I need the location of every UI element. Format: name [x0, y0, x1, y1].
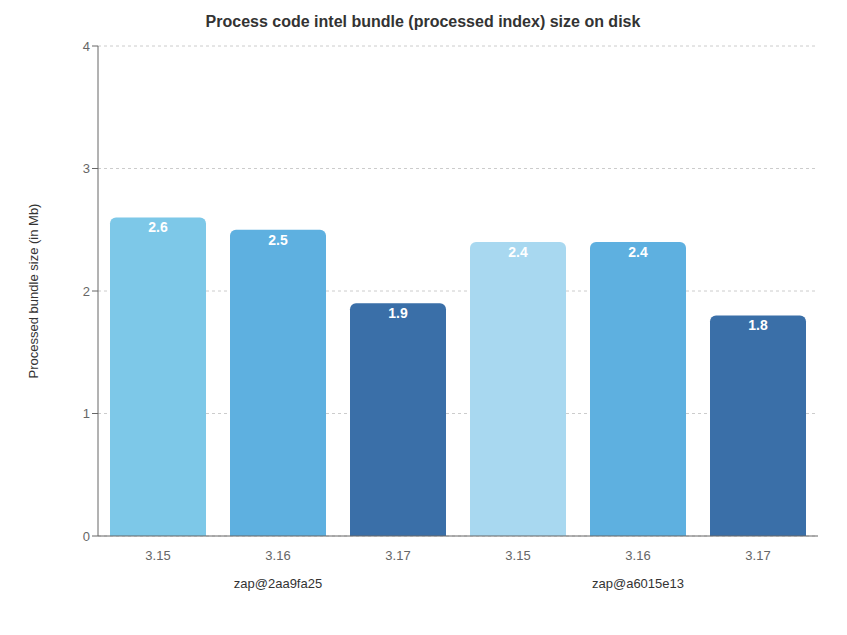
svg-text:Processed bundle size (in Mb): Processed bundle size (in Mb) [26, 204, 41, 379]
svg-text:zap@2aa9fa25: zap@2aa9fa25 [234, 576, 322, 591]
svg-text:3.16: 3.16 [265, 548, 290, 563]
svg-text:0: 0 [83, 529, 90, 544]
svg-text:3.15: 3.15 [145, 548, 170, 563]
svg-text:2.6: 2.6 [148, 219, 168, 235]
svg-text:2: 2 [83, 284, 90, 299]
svg-text:2.5: 2.5 [268, 232, 288, 248]
svg-text:3.17: 3.17 [385, 548, 410, 563]
svg-text:3.17: 3.17 [745, 548, 770, 563]
svg-text:3.15: 3.15 [505, 548, 530, 563]
svg-text:zap@a6015e13: zap@a6015e13 [592, 576, 684, 591]
svg-text:3: 3 [83, 161, 90, 176]
svg-text:1: 1 [83, 406, 90, 421]
html-text:Process code intel bundle (pro: Process code intel bundle (processed ind… [205, 13, 641, 30]
svg-text:2.4: 2.4 [628, 244, 648, 260]
svg-text:4: 4 [83, 39, 90, 54]
svg-text:1.8: 1.8 [748, 317, 768, 333]
svg-text:2.4: 2.4 [508, 244, 528, 260]
svg-text:3.16: 3.16 [625, 548, 650, 563]
svg-text:1.9: 1.9 [388, 305, 408, 321]
